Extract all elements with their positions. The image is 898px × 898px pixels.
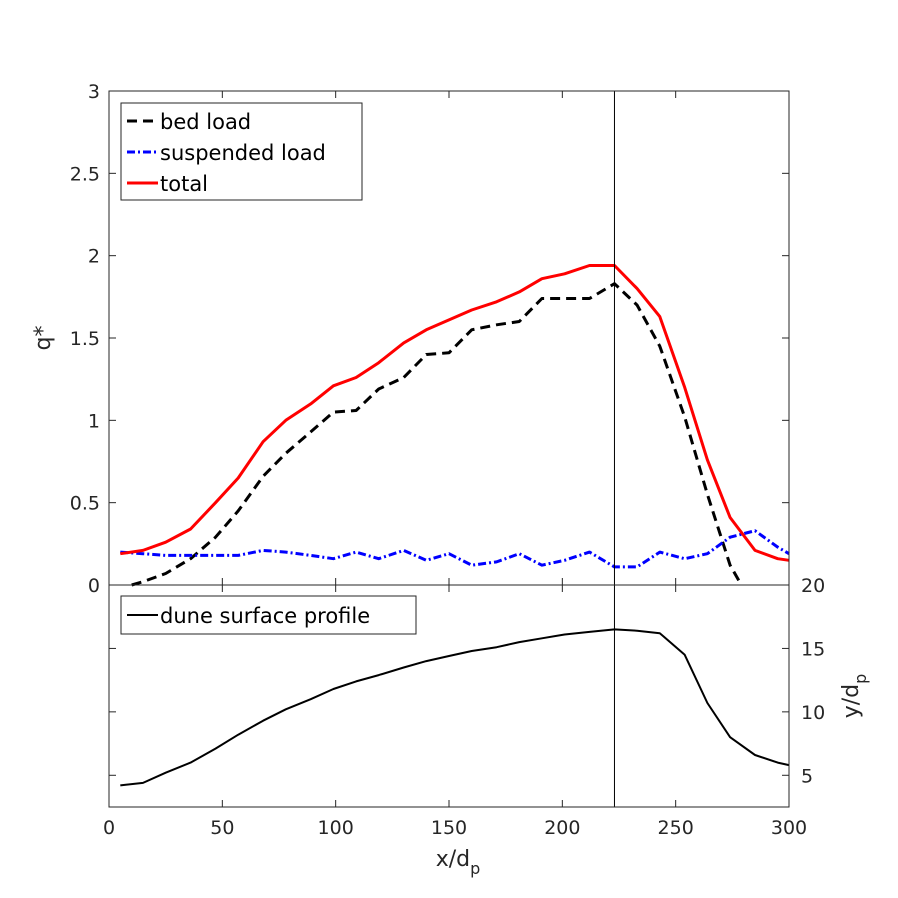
- bottom-plot-area: [120, 585, 790, 807]
- bottom-y-tick-label: 15: [801, 638, 825, 660]
- bottom-legend: dune surface profile: [120, 595, 417, 635]
- top-y-tick-label: 0.5: [70, 493, 100, 515]
- bottom-y-ticks: 5 10 15 20: [109, 575, 825, 787]
- x-tick-label: 0: [103, 817, 115, 839]
- bottom-y-tick-label: 5: [801, 765, 813, 787]
- x-tick-label: 50: [210, 817, 234, 839]
- series-line-bed-load: [131, 282, 743, 587]
- top-y-tick-label: 1: [88, 410, 100, 432]
- top-y-axis-label: q*: [31, 326, 56, 351]
- x-tick-label: 100: [318, 817, 354, 839]
- bottom-legend-box: [120, 595, 417, 635]
- top-y-tick-label: 2: [88, 246, 100, 268]
- series-line-dune-surface-profile: [120, 628, 790, 787]
- x-tick-label: 150: [431, 817, 467, 839]
- x-tick-label: 250: [658, 817, 694, 839]
- legend-label-dune-profile: dune surface profile: [160, 604, 370, 628]
- top-legend: bed load suspended load total: [120, 102, 363, 201]
- top-plot-area: [120, 91, 790, 587]
- bottom-y-tick-label: 10: [801, 702, 825, 724]
- top-panel: 0 0.5 1 1.5 2 2.5 3 q* bed load suspended load…: [31, 81, 790, 597]
- top-y-tick-label: 1.5: [70, 328, 100, 350]
- legend-label-suspended-load: suspended load: [160, 141, 326, 165]
- top-x-ticks: [108, 91, 790, 585]
- top-y-tick-label: 3: [88, 81, 100, 103]
- top-y-ticks: 0 0.5 1 1.5 2 2.5 3: [70, 81, 789, 597]
- x-tick-label: 300: [771, 817, 807, 839]
- legend-label-bed-load: bed load: [160, 110, 251, 134]
- top-legend-box: [120, 102, 363, 201]
- top-y-tick-label: 2.5: [70, 163, 100, 185]
- top-y-tick-label: 0: [88, 575, 100, 597]
- series-line-suspended-load: [120, 529, 790, 569]
- legend-label-total: total: [160, 172, 208, 196]
- bottom-y-tick-label: 20: [801, 575, 825, 597]
- bottom-x-ticks: 0 50 100 150 200 250 300: [103, 585, 807, 839]
- series-line-total: [120, 264, 790, 562]
- x-tick-label: 200: [544, 817, 580, 839]
